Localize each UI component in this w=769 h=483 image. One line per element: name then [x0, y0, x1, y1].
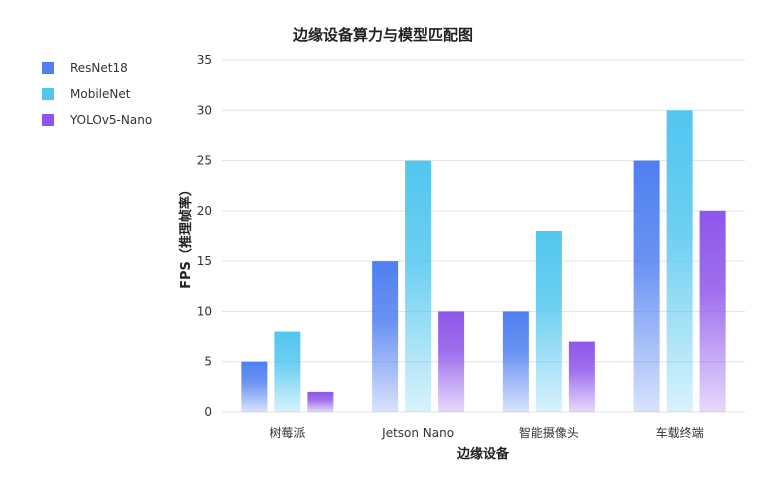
bar[interactable]	[699, 210, 726, 412]
legend-label[interactable]: ResNet18	[70, 61, 128, 75]
x-axis-title: 边缘设备	[456, 446, 510, 462]
legend-swatch[interactable]	[42, 62, 54, 74]
legend-swatch[interactable]	[42, 114, 54, 126]
y-tick-label: 10	[197, 304, 212, 318]
legend: ResNet18 MobileNet YOLOv5-Nano	[42, 61, 152, 127]
y-axis-title: FPS（推理帧率）	[178, 183, 194, 289]
y-tick-label: 35	[197, 53, 212, 67]
y-axis-ticks: 0 5 10 15 20 25 30 35	[197, 53, 212, 419]
bar[interactable]	[568, 341, 595, 412]
bar[interactable]	[633, 160, 660, 412]
legend-label[interactable]: MobileNet	[70, 87, 131, 101]
x-axis-ticks: 树莓派 Jetson Nano 智能摄像头 车载终端	[269, 425, 703, 440]
bar[interactable]	[241, 361, 268, 412]
legend-swatch[interactable]	[42, 88, 54, 100]
y-tick-label: 15	[197, 254, 212, 268]
x-tick-label: Jetson Nano	[381, 426, 454, 440]
chart-title: 边缘设备算力与模型匹配图	[292, 26, 473, 44]
grid-lines	[222, 59, 745, 413]
bar[interactable]	[666, 110, 693, 413]
y-tick-label: 30	[197, 103, 212, 117]
bars	[241, 110, 726, 413]
bar[interactable]	[502, 311, 529, 412]
bar[interactable]	[372, 261, 399, 412]
bar[interactable]	[405, 160, 432, 412]
bar[interactable]	[438, 311, 465, 412]
y-tick-label: 25	[197, 154, 212, 168]
bar[interactable]	[307, 391, 334, 412]
x-tick-label: 智能摄像头	[519, 425, 579, 440]
bar[interactable]	[274, 331, 301, 412]
y-tick-label: 5	[204, 355, 212, 369]
y-tick-label: 20	[197, 204, 212, 218]
legend-label[interactable]: YOLOv5-Nano	[69, 113, 152, 127]
x-tick-label: 车载终端	[656, 425, 704, 440]
bar[interactable]	[535, 230, 562, 412]
y-tick-label: 0	[204, 405, 212, 419]
x-tick-label: 树莓派	[269, 425, 305, 440]
